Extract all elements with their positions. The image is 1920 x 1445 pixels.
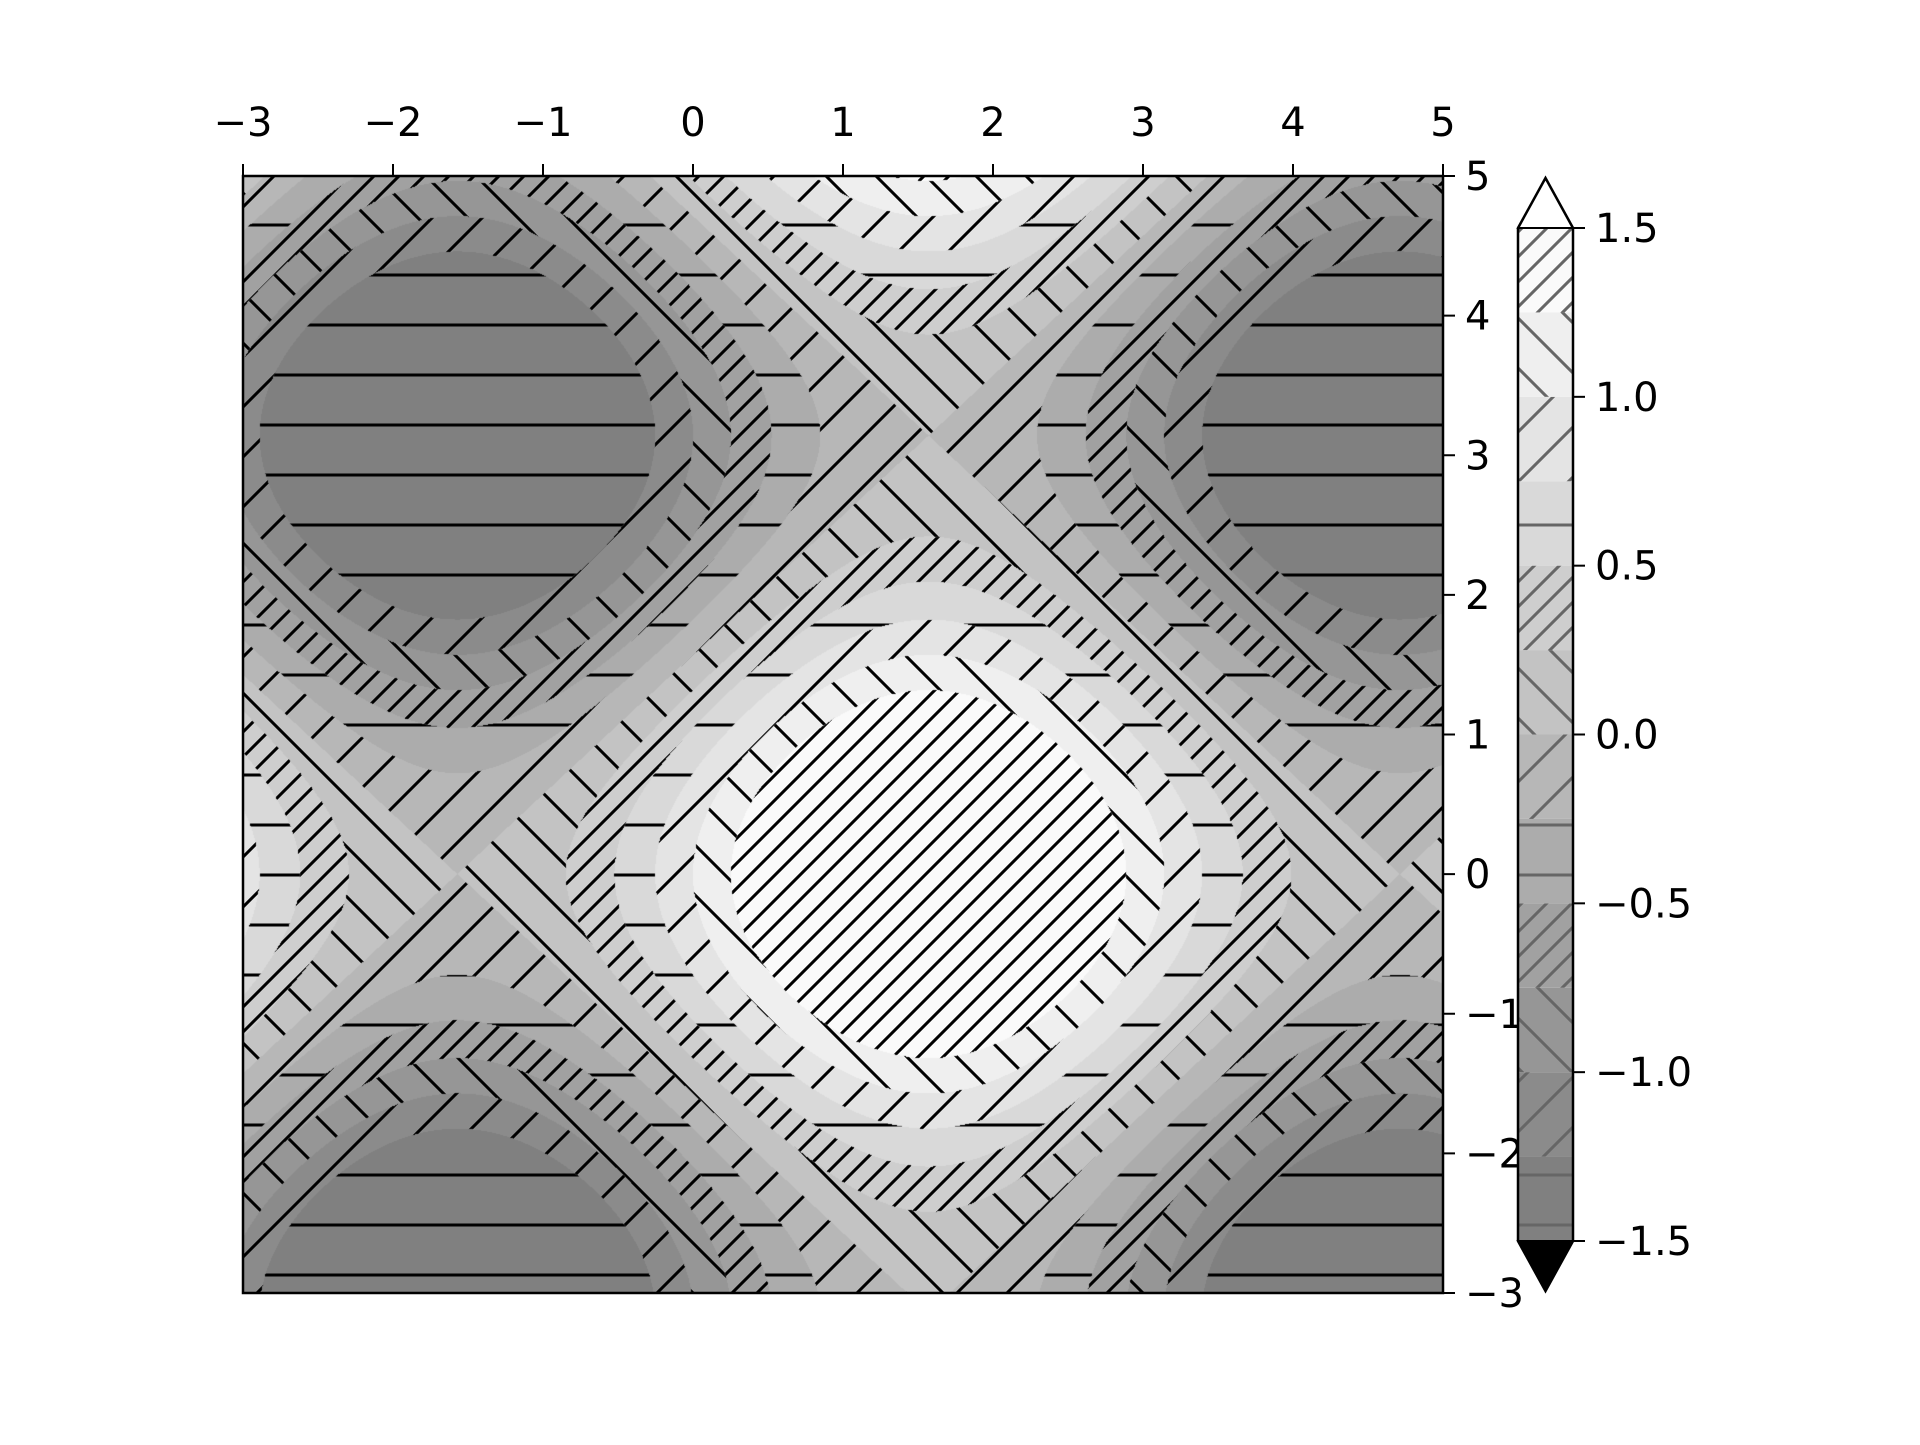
x-tick-label: −2: [364, 100, 423, 146]
colorbar-band-hatch: [1518, 987, 1573, 1073]
colorbar-tick-label: 1.5: [1595, 206, 1659, 252]
x-tick-label: 2: [980, 100, 1005, 146]
y-tick-label: 3: [1465, 433, 1490, 479]
colorbar-band-hatch: [1518, 565, 1573, 651]
colorbar-band-hatch: [1518, 396, 1573, 482]
contour-plot-area: [243, 176, 1443, 1293]
y-tick-label: 2: [1465, 573, 1490, 619]
y-tick-label: −1: [1465, 992, 1524, 1038]
contour-band-11-hatch: [243, 176, 1443, 1293]
colorbar-band-hatch: [1518, 1156, 1573, 1241]
colorbar-band-hatch: [1518, 312, 1573, 397]
colorbar-over-extension: [1516, 175, 1575, 229]
x-tick-label: −3: [214, 100, 273, 146]
x-tick-label: −1: [514, 100, 573, 146]
colorbar-band-hatch: [1518, 228, 1573, 313]
x-tick-label: 5: [1430, 100, 1455, 146]
colorbar-band-hatch: [1518, 481, 1573, 566]
colorbar-under-extension: [1516, 1240, 1575, 1294]
colorbar-band-hatch: [1518, 650, 1573, 735]
colorbar-tick-label: 1.0: [1595, 375, 1659, 421]
x-tick-label: 0: [680, 100, 705, 146]
colorbar-tick-label: −0.5: [1595, 881, 1692, 927]
colorbar-tick-label: 0.5: [1595, 544, 1659, 590]
colorbar: 1.5 1.0 0.5 0.0 −0.5 −1.0 −1.5: [1516, 175, 1692, 1294]
colorbar-tick-label: −1.0: [1595, 1050, 1692, 1096]
x-tick-label: 3: [1130, 100, 1155, 146]
axes: −3 −2 −1 0 1 2 3 4 55 4 3 2 1 0 −1 −2 −3: [214, 100, 1524, 1317]
colorbar-band-hatch: [1518, 903, 1573, 988]
y-tick-label: 5: [1465, 154, 1490, 200]
x-tick-label: 1: [830, 100, 855, 146]
y-tick-label: −2: [1465, 1131, 1524, 1177]
colorbar-band-hatch: [1518, 818, 1573, 904]
x-tick-label: 4: [1280, 100, 1305, 146]
colorbar-tick-label: −1.5: [1595, 1219, 1692, 1265]
y-tick-label: 1: [1465, 713, 1490, 759]
y-tick-label: 4: [1465, 294, 1490, 340]
y-tick-label: 0: [1465, 852, 1490, 898]
colorbar-band-hatch: [1518, 1072, 1573, 1157]
y-tick-label: −3: [1465, 1271, 1524, 1317]
colorbar-band-hatch: [1518, 734, 1573, 819]
colorbar-tick-label: 0.0: [1595, 713, 1659, 759]
